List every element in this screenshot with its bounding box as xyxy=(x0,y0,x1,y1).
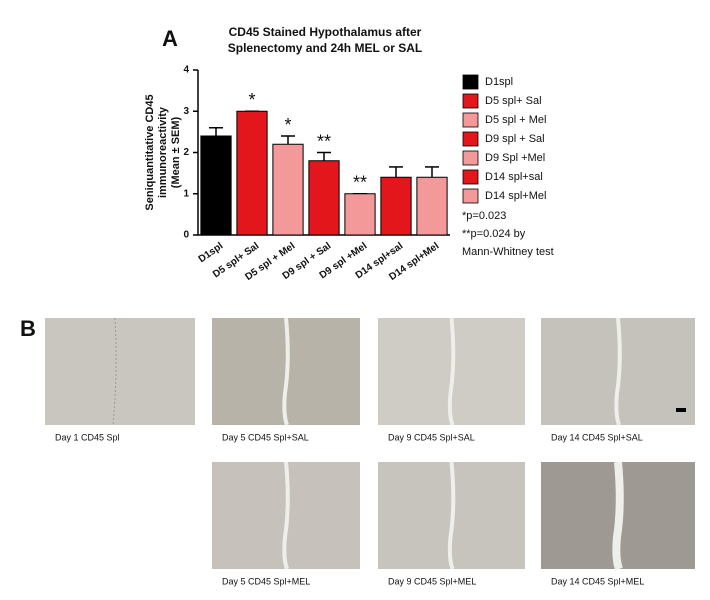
micrograph xyxy=(45,318,195,425)
note: **p=0.024 by xyxy=(462,228,526,240)
bar xyxy=(272,143,304,236)
legend-label: D1spl xyxy=(485,76,513,88)
image-caption: Day 14 CD45 Spl+MEL xyxy=(551,576,644,586)
y-tick-label: 3 xyxy=(183,106,189,117)
panel-label: B xyxy=(20,316,36,341)
bar xyxy=(308,160,340,236)
legend-label: D9 Spl +Mel xyxy=(485,152,545,164)
scale-bar xyxy=(676,408,686,412)
legend-label: D5 spl+ Sal xyxy=(485,95,542,107)
legend-swatch xyxy=(462,131,479,147)
y-tick-label: 2 xyxy=(183,147,189,158)
significance: * xyxy=(284,115,291,135)
legend-swatch xyxy=(462,74,479,90)
image-caption: Day 1 CD45 Spl xyxy=(55,432,120,442)
image-caption: Day 9 CD45 Spl+MEL xyxy=(388,576,476,586)
y-tick-label: 0 xyxy=(183,230,189,241)
legend-swatch xyxy=(462,188,479,204)
bar xyxy=(200,135,232,236)
bar xyxy=(236,110,268,236)
legend-swatch xyxy=(462,150,479,166)
legend-label: D5 spl + Mel xyxy=(485,114,546,126)
significance: ** xyxy=(317,131,331,151)
bar xyxy=(344,193,376,236)
y-tick-label: 1 xyxy=(183,188,189,199)
y-tick-label: 4 xyxy=(183,65,189,76)
bar xyxy=(380,176,412,236)
note: *p=0.023 xyxy=(462,210,506,222)
legend-label: D14 spl+sal xyxy=(485,171,543,183)
x-tick-label: D1spl xyxy=(197,240,226,265)
image-caption: Day 5 CD45 Spl+SAL xyxy=(222,432,309,442)
significance: ** xyxy=(353,173,367,193)
significance: * xyxy=(248,90,255,110)
y-axis-label: Seniquantitative CD45 xyxy=(144,94,156,210)
tissue-crack xyxy=(612,461,624,571)
tissue-crack xyxy=(282,461,290,570)
legend-swatch xyxy=(462,93,479,109)
note: Mann-Whitney test xyxy=(462,246,554,258)
image-caption: Day 5 CD45 Spl+MEL xyxy=(222,576,310,586)
chart-title: Splenectomy and 24h MEL or SAL xyxy=(228,41,422,55)
legend-label: D9 spl + Sal xyxy=(485,133,545,145)
bar xyxy=(416,176,448,236)
legend-swatch xyxy=(462,169,479,185)
tissue-line xyxy=(112,317,117,426)
legend-swatch xyxy=(462,112,479,128)
image-caption: Day 9 CD45 Spl+SAL xyxy=(388,432,475,442)
panel-label: A xyxy=(162,26,178,51)
chart-title: CD45 Stained Hypothalamus after xyxy=(229,25,422,39)
tissue-crack xyxy=(282,317,290,426)
y-axis-label: (Mean ± SEM) xyxy=(170,116,182,188)
y-axis-label: immunoreactivity xyxy=(157,106,169,198)
tissue-crack xyxy=(614,317,622,426)
tissue-crack xyxy=(447,461,456,570)
legend-label: D14 spl+Mel xyxy=(485,190,546,202)
tissue-crack xyxy=(447,317,456,426)
image-caption: Day 14 CD45 Spl+SAL xyxy=(551,432,643,442)
